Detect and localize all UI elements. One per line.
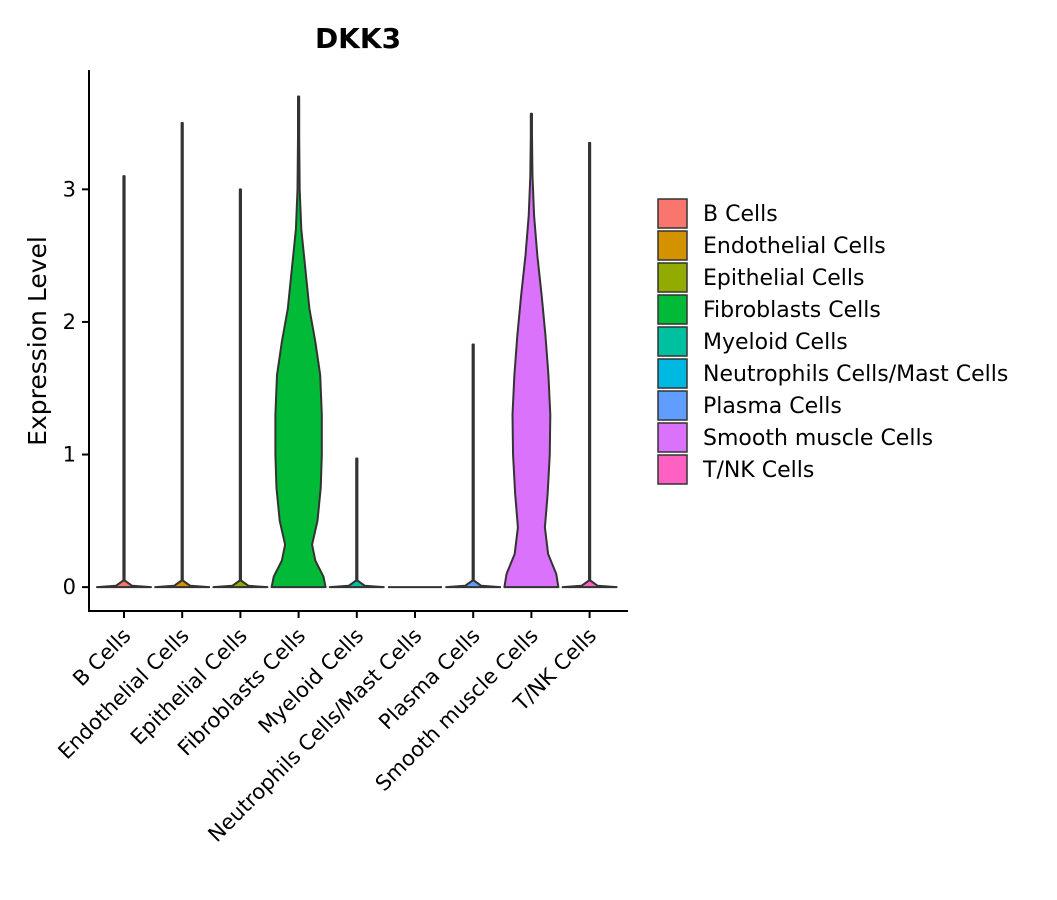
x-tick-label-neutrophils-cells-mast-cells: Neutrophils Cells/Mast Cells (203, 624, 426, 847)
legend-label-epithelial-cells: Epithelial Cells (703, 266, 864, 291)
legend: B Cells Endothelial Cells Epithelial Cells… (657, 198, 1008, 485)
y-tick-label: 3 (63, 177, 76, 201)
legend-label-t-nk-cells: T/NK Cells (702, 458, 814, 483)
chart-title: DKK3 (315, 22, 401, 55)
legend-label-b-cells: B Cells (703, 202, 778, 227)
violin-fibroblasts-cells (270, 95, 327, 589)
y-tick-label: 2 (63, 310, 76, 334)
violin-smooth-muscle-cells (503, 112, 560, 589)
legend-label-endothelial-cells: Endothelial Cells (703, 234, 886, 259)
legend-swatch-endothelial-cells (657, 230, 688, 261)
violin-myeloid-cells (328, 457, 385, 589)
y-axis-label: Expression Level (23, 236, 52, 446)
legend-swatch-t-nk-cells (657, 454, 688, 485)
violin-plasma-cells (445, 343, 502, 589)
legend-swatch-fibroblasts-cells (657, 294, 688, 325)
legend-label-fibroblasts-cells: Fibroblasts Cells (703, 298, 881, 323)
y-tick-label: 0 (63, 575, 76, 599)
violin-endothelial-cells (154, 122, 211, 589)
x-tick-label-plasma-cells: Plasma Cells (374, 624, 485, 735)
legend-swatch-plasma-cells (657, 390, 688, 421)
legend-swatch-myeloid-cells (657, 326, 688, 357)
violins-group (96, 95, 618, 589)
legend-swatch-epithelial-cells (657, 262, 688, 293)
legend-swatch-neutrophils-cells-mast-cells (657, 358, 688, 389)
legend-swatch-smooth-muscle-cells (657, 422, 688, 453)
violin-b-cells (96, 175, 152, 589)
violin-t-nk-cells (561, 141, 618, 589)
violin-epithelial-cells (212, 188, 269, 589)
legend-label-myeloid-cells: Myeloid Cells (703, 330, 848, 355)
legend-label-neutrophils-cells-mast-cells: Neutrophils Cells/Mast Cells (703, 362, 1008, 387)
y-tick-label: 1 (63, 443, 76, 467)
axes-group (88, 70, 628, 612)
legend-swatch-b-cells (657, 198, 688, 229)
legend-label-smooth-muscle-cells: Smooth muscle Cells (703, 426, 933, 451)
y-ticks-group: 0 1 2 3 (63, 177, 89, 599)
legend-label-plasma-cells: Plasma Cells (703, 394, 842, 419)
